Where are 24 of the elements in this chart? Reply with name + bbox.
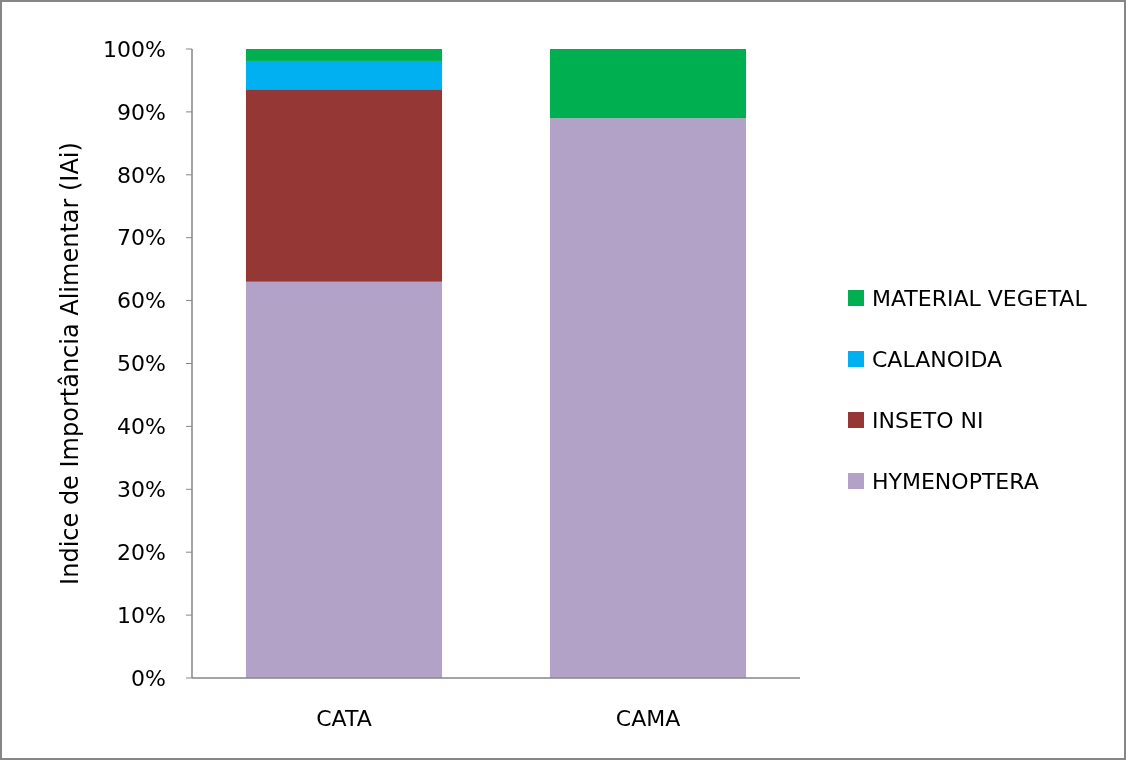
legend-label: HYMENOPTERA bbox=[872, 468, 1039, 494]
x-tick-label: CAMA bbox=[615, 706, 681, 731]
legend-label: INSETO NI bbox=[872, 407, 984, 433]
y-tick-label: 50% bbox=[117, 351, 166, 377]
y-tick-label: 70% bbox=[117, 225, 166, 251]
y-tick-label: 10% bbox=[117, 602, 166, 628]
y-axis-title: Indice de Importância Alimentar (IAi) bbox=[56, 142, 84, 585]
legend-label: MATERIAL VEGETAL bbox=[872, 285, 1088, 311]
bar bbox=[549, 49, 747, 119]
y-tick-label: 20% bbox=[117, 539, 166, 565]
y-tick-label: 0% bbox=[131, 665, 166, 691]
legend-label: CALANOIDA bbox=[872, 346, 1003, 372]
bar bbox=[245, 281, 443, 678]
y-tick-label: 90% bbox=[117, 99, 166, 125]
bar bbox=[549, 118, 747, 678]
y-tick-label: 40% bbox=[117, 414, 166, 440]
bar bbox=[245, 89, 443, 282]
bar bbox=[245, 49, 443, 61]
y-tick-label: 100% bbox=[103, 36, 166, 62]
y-tick-label: 60% bbox=[117, 288, 166, 314]
y-tick-label: 80% bbox=[117, 162, 166, 188]
bar bbox=[245, 60, 443, 90]
x-tick-label: CATA bbox=[316, 706, 372, 731]
y-tick-label: 30% bbox=[117, 477, 166, 502]
